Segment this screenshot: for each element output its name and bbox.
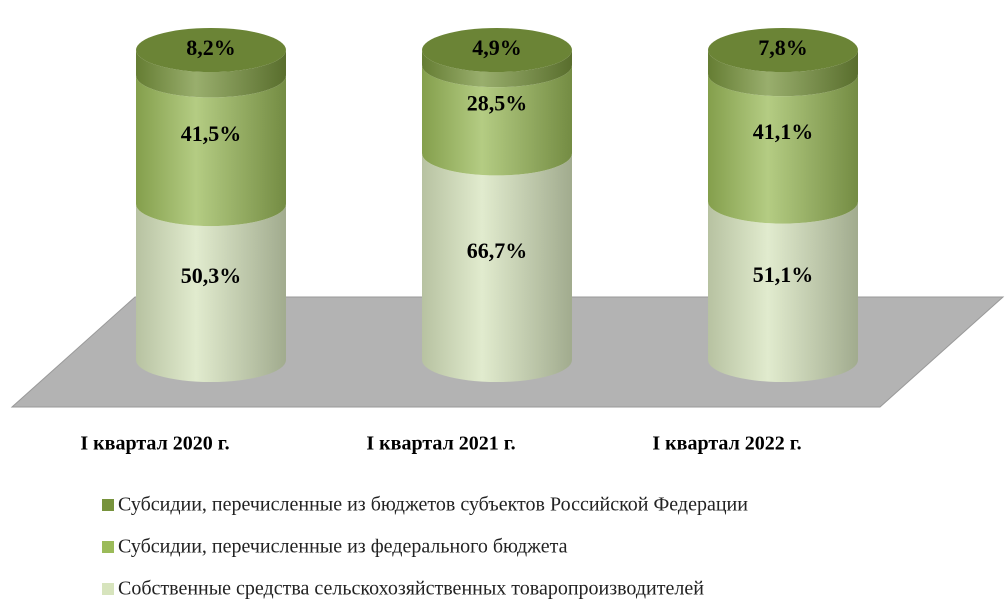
cylinder-top (422, 28, 572, 72)
value-label: 28,5% (467, 90, 528, 115)
value-label: 4,9% (472, 35, 522, 60)
cylinder-segment (708, 201, 858, 382)
cylinder-segment (708, 74, 858, 224)
value-label: 66,7% (467, 238, 528, 263)
value-label: 7,8% (758, 35, 808, 60)
legend-swatch (102, 541, 114, 553)
cylinder-top (136, 28, 286, 72)
value-label: 8,2% (186, 35, 236, 60)
legend-swatch (102, 499, 114, 511)
cylinder-top (708, 28, 858, 72)
cylinder-segment (422, 65, 572, 176)
cylinder-segment (136, 204, 286, 382)
cylinder-segment (136, 75, 286, 227)
legend-label: Субсидии, перечисленные из бюджетов субъ… (118, 494, 748, 516)
value-label: 41,5% (181, 121, 242, 146)
value-label: 50,3% (181, 263, 242, 288)
legend-swatch (102, 583, 114, 595)
x-tick-label: I квартал 2020 г. (80, 433, 229, 455)
cylinder-segment (136, 50, 286, 98)
cylinder-segment (422, 50, 572, 88)
cylinder-segment (708, 50, 858, 97)
legend-label: Субсидии, перечисленные из федерального … (118, 536, 568, 558)
legend-label: Собственные средства сельскохозяйственны… (118, 578, 704, 600)
x-tick-label: I квартал 2022 г. (652, 433, 801, 455)
value-label: 51,1% (753, 262, 814, 287)
x-tick-label: I квартал 2021 г. (366, 433, 515, 455)
value-label: 41,1% (753, 119, 814, 144)
cylinder-segment (422, 153, 572, 382)
